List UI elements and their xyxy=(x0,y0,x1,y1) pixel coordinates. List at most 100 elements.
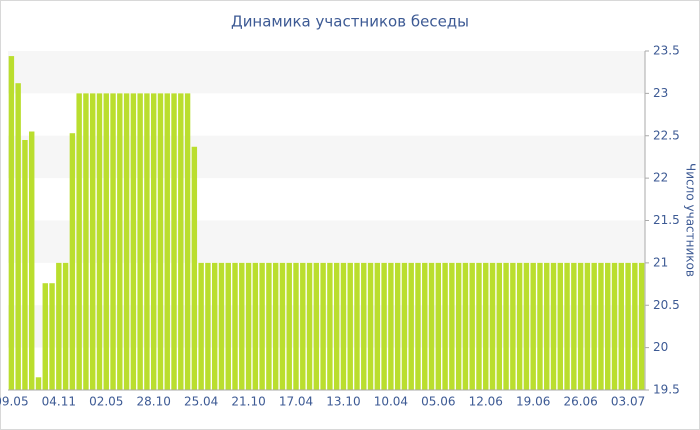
bar xyxy=(455,262,462,390)
bar xyxy=(198,262,204,390)
x-tick-label: 13.10 xyxy=(326,395,360,409)
bar xyxy=(489,262,496,390)
y-tick-label: 21 xyxy=(653,255,668,269)
y-axis-label: Число участников xyxy=(684,163,698,277)
bar xyxy=(510,262,516,390)
bar xyxy=(171,93,177,390)
bar xyxy=(333,262,340,390)
bar xyxy=(83,93,89,390)
bar xyxy=(503,262,509,390)
bar xyxy=(29,131,35,390)
bar xyxy=(496,262,503,390)
bar xyxy=(259,262,265,390)
y-tick-label: 22 xyxy=(653,171,668,185)
bar xyxy=(8,56,15,391)
bar xyxy=(449,262,455,390)
x-tick-label: 04.11 xyxy=(42,395,76,409)
bar xyxy=(62,262,69,390)
bar xyxy=(56,262,62,390)
bar xyxy=(272,262,279,390)
x-tick-label: 21.10 xyxy=(231,395,265,409)
bar xyxy=(191,146,198,390)
y-tick-label: 23.5 xyxy=(653,44,680,58)
y-tick-label: 20.5 xyxy=(653,298,680,312)
bar xyxy=(293,262,299,390)
bar xyxy=(89,93,96,390)
bar xyxy=(340,262,347,390)
bar xyxy=(42,283,48,390)
bar xyxy=(144,93,150,390)
y-tick-label: 23 xyxy=(653,86,668,100)
bar xyxy=(361,262,367,390)
bar xyxy=(117,93,123,390)
bar xyxy=(544,262,550,390)
x-tick-label: 05.06 xyxy=(421,395,455,409)
bar xyxy=(408,262,414,390)
bar xyxy=(577,262,584,390)
bar xyxy=(232,262,238,390)
bar xyxy=(442,262,448,390)
bar xyxy=(435,262,442,390)
bar xyxy=(638,262,645,390)
bar xyxy=(252,262,259,390)
bar xyxy=(313,262,320,390)
bar xyxy=(218,262,225,390)
x-tick-label: 19.06 xyxy=(516,395,550,409)
bar xyxy=(300,262,306,390)
x-tick-label: 26.06 xyxy=(563,395,597,409)
bar xyxy=(266,262,272,390)
bar xyxy=(354,262,360,390)
bar xyxy=(557,262,564,390)
y-tick-label: 19.5 xyxy=(653,383,680,397)
bar xyxy=(381,262,387,390)
bar xyxy=(69,133,76,390)
bar xyxy=(564,262,570,390)
bar xyxy=(483,262,489,390)
bar xyxy=(415,262,421,390)
x-tick-label: 17.04 xyxy=(279,395,313,409)
x-tick-label: 09.05 xyxy=(0,395,29,409)
bar xyxy=(537,262,543,390)
bar xyxy=(550,262,557,390)
bar xyxy=(591,262,597,390)
bar xyxy=(516,262,523,390)
bar xyxy=(388,262,394,390)
bar xyxy=(22,139,28,390)
x-tick-label: 02.05 xyxy=(89,395,123,409)
x-tick-label: 03.07 xyxy=(611,395,645,409)
bar xyxy=(462,262,469,390)
x-tick-label: 28.10 xyxy=(137,395,171,409)
bar xyxy=(279,262,286,390)
bar xyxy=(76,93,82,390)
bar xyxy=(103,93,109,390)
bar xyxy=(35,377,42,390)
bar xyxy=(422,262,428,390)
bar xyxy=(150,93,157,390)
bar xyxy=(347,262,353,390)
bar xyxy=(327,262,333,390)
bar xyxy=(110,93,116,390)
bar xyxy=(523,262,530,390)
grid-band xyxy=(8,51,645,94)
bar xyxy=(211,262,218,390)
bar xyxy=(605,262,611,390)
bar xyxy=(571,262,577,390)
bar xyxy=(96,93,103,390)
bar xyxy=(584,262,591,390)
bar xyxy=(15,83,21,390)
bar xyxy=(428,262,435,390)
bar xyxy=(611,262,618,390)
bar xyxy=(469,262,475,390)
bar xyxy=(476,262,482,390)
bar xyxy=(49,283,55,390)
bar xyxy=(306,262,313,390)
bar xyxy=(225,262,231,390)
bar xyxy=(137,93,143,390)
bar xyxy=(401,262,408,390)
bar xyxy=(598,262,604,390)
y-tick-label: 22.5 xyxy=(653,128,680,142)
y-tick-label: 20 xyxy=(653,340,668,354)
x-tick-label: 12.06 xyxy=(469,395,503,409)
bar xyxy=(245,262,252,390)
